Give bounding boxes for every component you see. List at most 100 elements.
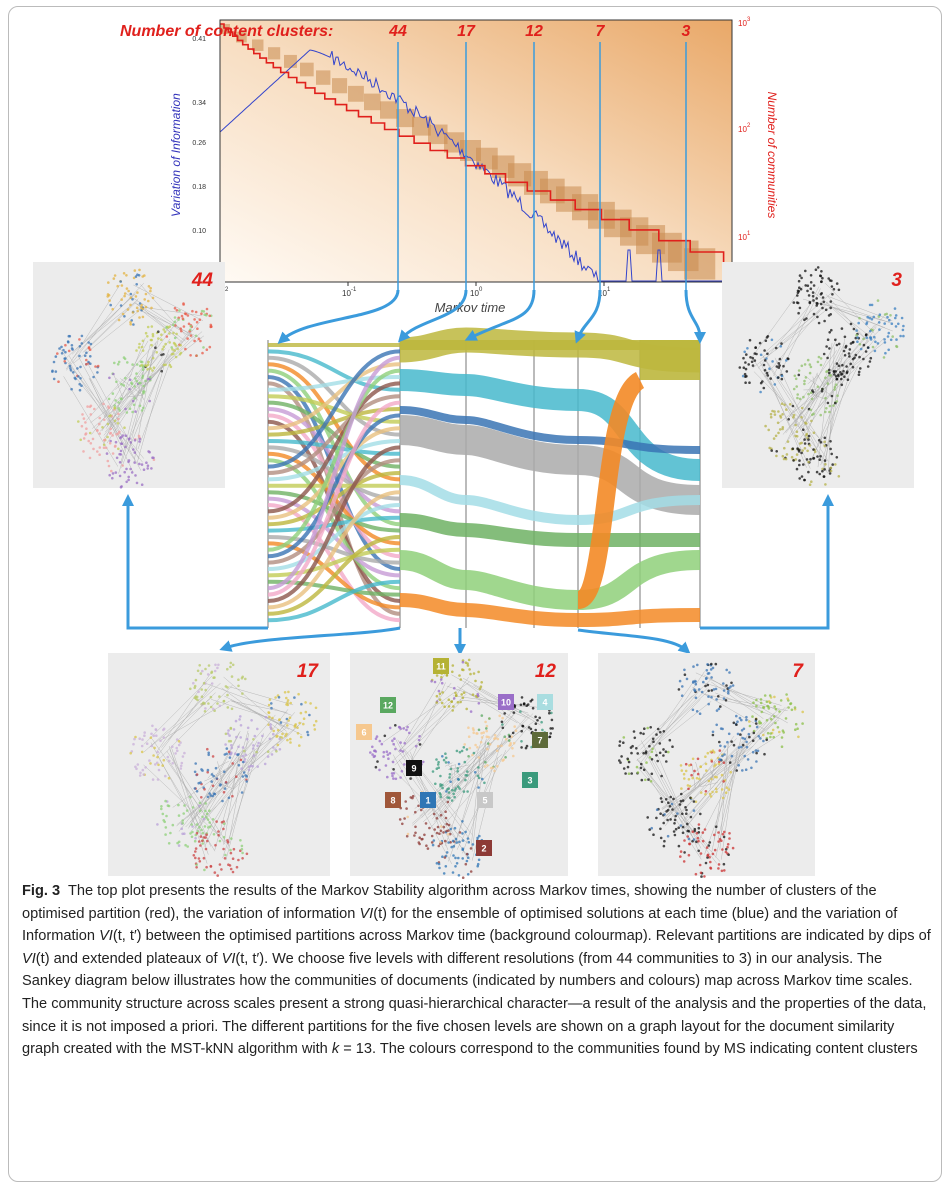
graph-node (160, 354, 163, 357)
graph-node (691, 830, 694, 833)
graph-node (631, 745, 634, 748)
graph-node (869, 304, 872, 307)
sankey-node (400, 340, 700, 350)
graph-node (838, 475, 841, 478)
graph-node (203, 313, 206, 316)
graph-node (200, 672, 203, 675)
graph-node (723, 753, 726, 756)
graph-node (759, 342, 762, 345)
graph-node (723, 863, 726, 866)
graph-node (118, 431, 121, 434)
graph-node (855, 354, 858, 357)
graph-node (201, 769, 204, 772)
graph-node (858, 317, 861, 320)
graph-node (168, 777, 171, 780)
graph-node (114, 399, 117, 402)
graph-node (466, 860, 469, 863)
graph-node (438, 863, 441, 866)
graph-node (769, 732, 772, 735)
graph-node (214, 793, 217, 796)
graph-node (229, 756, 232, 759)
graph-node (820, 441, 823, 444)
graph-node (688, 854, 691, 857)
graph-node (693, 809, 696, 812)
graph-node (168, 341, 171, 344)
graph-node (781, 736, 784, 739)
graph-node (418, 841, 421, 844)
graph-node (710, 778, 713, 781)
graph-node (212, 708, 215, 711)
graph-node (767, 374, 770, 377)
graph-node (451, 799, 454, 802)
graph-node (115, 441, 118, 444)
graph-node (198, 338, 201, 341)
graph-node (236, 753, 239, 756)
graph-node (432, 844, 435, 847)
graph-node (269, 698, 272, 701)
graph-node (830, 300, 833, 303)
graph-node (465, 863, 468, 866)
graph-node (399, 818, 402, 821)
graph-node (141, 361, 144, 364)
graph-node (667, 801, 670, 804)
graph-node (754, 346, 757, 349)
graph-node (117, 413, 120, 416)
graph-node (767, 705, 770, 708)
graph-node (149, 287, 152, 290)
graph-node (768, 367, 771, 370)
graph-node (637, 771, 640, 774)
graph-node (232, 664, 235, 667)
sankey-diagram (268, 340, 700, 628)
graph-node (278, 719, 281, 722)
cluster-label: 3 (527, 776, 532, 786)
graph-node (824, 411, 827, 414)
graph-node (693, 770, 696, 773)
graph-node (198, 840, 201, 843)
graph-node (755, 760, 758, 763)
graph-node (831, 395, 834, 398)
graph-node (225, 733, 228, 736)
x-tick-exponent: 1 (607, 287, 611, 293)
caption-text: (t, t′) between the optimised partitions… (113, 928, 931, 944)
graph-node (489, 743, 492, 746)
graph-node (699, 712, 702, 715)
graph-node (196, 832, 199, 835)
graph-node (454, 857, 457, 860)
graph-node (705, 677, 708, 680)
graph-node (304, 701, 307, 704)
graph-node (190, 823, 193, 826)
graph-node (798, 374, 801, 377)
arrow (578, 630, 686, 650)
graph-node (780, 342, 783, 345)
graph-node (549, 736, 552, 739)
graph-node (440, 814, 443, 817)
graph-node (194, 685, 197, 688)
graph-node (406, 726, 409, 729)
graph-node (196, 790, 199, 793)
graph-node (115, 381, 118, 384)
graph-node (195, 311, 198, 314)
graph-node (735, 723, 738, 726)
graph-node (250, 719, 253, 722)
graph-node (152, 754, 155, 757)
y-tick-label: 0.26 (192, 140, 206, 147)
graph-node (823, 353, 826, 356)
graph-node (652, 833, 655, 836)
graph-node (748, 736, 751, 739)
graph-node (443, 872, 446, 875)
graph-node (168, 325, 171, 328)
graph-node (834, 402, 837, 405)
graph-node (820, 280, 823, 283)
graph-node (81, 335, 84, 338)
graph-node (77, 375, 80, 378)
graph-node (430, 680, 433, 683)
graph-node (162, 328, 165, 331)
graph-node (126, 287, 129, 290)
graph-node (189, 796, 192, 799)
graph-node (801, 365, 804, 368)
graph-node (62, 349, 65, 352)
graph-node (727, 853, 730, 856)
arrow (686, 290, 700, 338)
graph-node (767, 429, 770, 432)
graph-node (777, 432, 780, 435)
